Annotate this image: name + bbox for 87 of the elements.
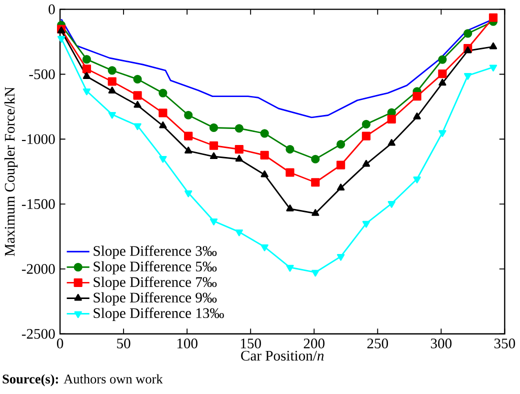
point bbox=[464, 46, 472, 54]
point bbox=[133, 74, 142, 84]
point bbox=[158, 88, 168, 98]
point bbox=[286, 168, 294, 177]
point bbox=[362, 220, 370, 228]
point bbox=[108, 86, 116, 94]
point bbox=[464, 28, 472, 38]
point bbox=[57, 36, 66, 42]
point bbox=[312, 208, 320, 216]
point bbox=[362, 132, 371, 140]
x-tick-label: 350 bbox=[494, 338, 516, 348]
x-tick-label: 250 bbox=[367, 338, 388, 348]
point bbox=[362, 160, 370, 167]
point bbox=[209, 141, 218, 150]
point bbox=[336, 160, 346, 170]
y-tick-label: -500 bbox=[29, 69, 55, 79]
point bbox=[336, 254, 345, 261]
point bbox=[133, 90, 142, 100]
legend-label: Slope Difference 3‰ bbox=[94, 245, 217, 259]
point bbox=[464, 72, 472, 80]
point bbox=[387, 114, 396, 124]
y-tick-label: -1500 bbox=[22, 198, 55, 209]
point bbox=[209, 123, 218, 132]
point bbox=[82, 72, 91, 79]
point bbox=[311, 154, 320, 164]
point bbox=[260, 170, 268, 178]
y-tick-label: -1000 bbox=[22, 134, 55, 144]
point bbox=[412, 92, 422, 100]
point bbox=[235, 229, 243, 236]
point bbox=[413, 112, 421, 120]
point bbox=[438, 130, 446, 137]
point bbox=[438, 55, 447, 64]
text: Source(s): Authors own work bbox=[2, 374, 163, 386]
point bbox=[108, 76, 116, 86]
point bbox=[158, 108, 168, 118]
point bbox=[134, 123, 142, 130]
point bbox=[184, 190, 192, 197]
point bbox=[489, 42, 498, 50]
point bbox=[362, 120, 371, 128]
x-tick-label: 300 bbox=[430, 338, 452, 348]
legend-label: Slope Difference 7‰ bbox=[94, 276, 217, 290]
x-tick-label: 200 bbox=[304, 338, 324, 348]
point bbox=[286, 144, 294, 154]
point bbox=[82, 54, 92, 64]
point bbox=[184, 110, 193, 120]
point bbox=[438, 69, 447, 78]
point bbox=[234, 144, 244, 154]
point bbox=[184, 132, 193, 140]
legend-label: Slope Difference 9‰ bbox=[94, 292, 217, 306]
point bbox=[82, 88, 91, 96]
point bbox=[438, 78, 446, 86]
point bbox=[489, 64, 498, 72]
y-tick-label: -2000 bbox=[22, 264, 55, 274]
y-tick-label: 0 bbox=[48, 4, 55, 14]
x-tick-label: 0 bbox=[56, 338, 64, 348]
point bbox=[159, 121, 167, 128]
point bbox=[312, 270, 320, 276]
point bbox=[336, 140, 346, 148]
point bbox=[159, 156, 167, 163]
point bbox=[134, 100, 142, 108]
point bbox=[286, 204, 294, 212]
point bbox=[184, 146, 192, 154]
legend-label: Slope Difference 13‰ bbox=[94, 307, 224, 321]
point bbox=[286, 264, 294, 272]
point bbox=[260, 128, 269, 138]
point bbox=[260, 244, 268, 251]
x-tick-label: 150 bbox=[240, 338, 261, 348]
point bbox=[388, 200, 396, 208]
point bbox=[82, 64, 92, 74]
point bbox=[235, 154, 243, 162]
point bbox=[388, 138, 396, 146]
legend-label: Slope Difference 5‰ bbox=[94, 260, 217, 274]
point bbox=[488, 13, 498, 22]
y-axis-title: Maximum Coupler Force/kN bbox=[4, 86, 18, 256]
x-tick-label: 50 bbox=[117, 338, 130, 348]
y-tick-label: -2500 bbox=[22, 328, 55, 339]
x-axis-title: Car Position/n bbox=[241, 350, 324, 360]
point bbox=[260, 150, 269, 160]
point bbox=[311, 178, 320, 186]
point bbox=[336, 183, 345, 190]
point bbox=[108, 112, 116, 119]
x-tick-label: 100 bbox=[177, 338, 198, 348]
point bbox=[413, 176, 421, 184]
point bbox=[210, 152, 218, 159]
point bbox=[210, 218, 218, 226]
point bbox=[234, 124, 244, 132]
point bbox=[108, 66, 116, 75]
